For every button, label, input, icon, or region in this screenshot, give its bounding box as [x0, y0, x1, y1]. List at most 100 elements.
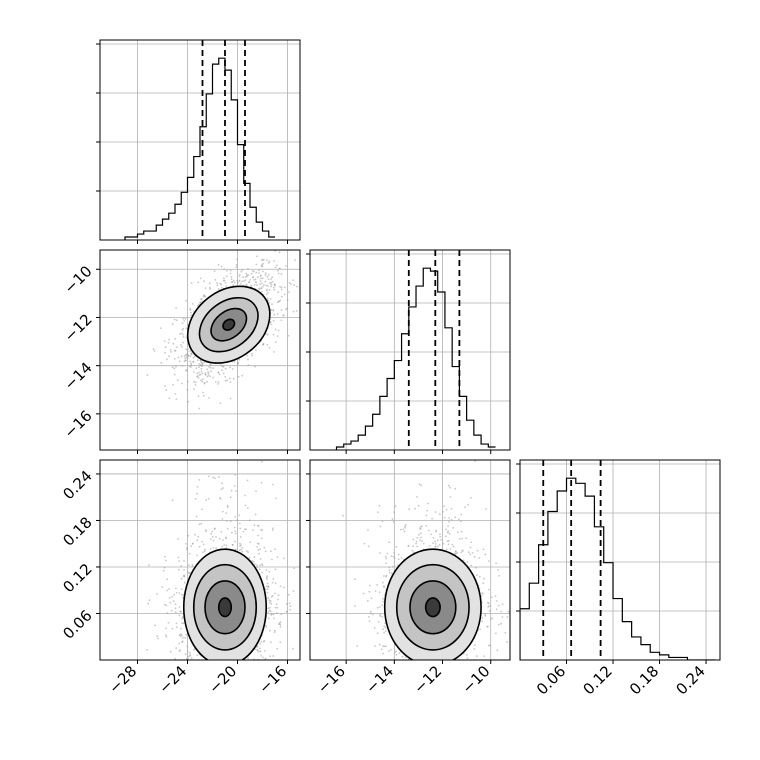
- panel-inner-1: [100, 460, 300, 732]
- sample-point: [266, 588, 269, 591]
- sample-point: [190, 282, 193, 284]
- sample-point: [370, 597, 373, 600]
- sample-point: [250, 272, 253, 275]
- sample-point: [195, 515, 198, 518]
- sample-point: [197, 359, 199, 362]
- sample-point: [419, 539, 421, 541]
- sample-point: [425, 664, 427, 666]
- sample-point: [475, 566, 477, 569]
- sample-point: [253, 524, 256, 527]
- sample-point: [186, 352, 189, 355]
- sample-point: [226, 506, 229, 509]
- sample-point: [449, 690, 451, 692]
- xtick-label-2-2: −12: [410, 662, 445, 697]
- sample-point: [199, 359, 202, 362]
- sample-point: [196, 492, 199, 495]
- sample-point: [209, 548, 212, 550]
- sample-point: [482, 582, 484, 584]
- sample-point: [174, 337, 177, 340]
- sample-point: [388, 571, 391, 574]
- ytick-label-1-3: 0.24: [59, 467, 95, 503]
- sample-point: [224, 367, 227, 370]
- sample-point: [194, 533, 196, 536]
- sample-point: [427, 502, 429, 505]
- sample-point: [393, 552, 395, 554]
- sample-point: [156, 593, 159, 595]
- sample-point: [442, 510, 444, 513]
- sample-point: [431, 517, 433, 520]
- sample-point: [410, 710, 412, 712]
- sample-point: [276, 313, 279, 315]
- sample-point: [247, 358, 249, 361]
- sample-point: [507, 703, 509, 705]
- sample-point: [212, 367, 215, 369]
- sample-point: [200, 683, 202, 685]
- contour-1-1: [192, 563, 258, 651]
- sample-point: [271, 280, 274, 283]
- sample-point: [395, 667, 397, 669]
- sample-point: [425, 514, 428, 517]
- sample-point: [440, 539, 442, 541]
- sample-point: [416, 748, 418, 750]
- sample-point: [459, 711, 461, 713]
- sample-point: [419, 528, 422, 530]
- sample-point: [275, 497, 277, 500]
- contour-2-2: [409, 580, 457, 635]
- sample-point: [211, 530, 214, 533]
- sample-point: [214, 278, 217, 281]
- sample-point: [221, 369, 223, 372]
- sample-point: [473, 648, 476, 650]
- sample-point: [255, 349, 257, 351]
- sample-point: [438, 513, 441, 515]
- sample-point: [254, 513, 257, 516]
- sample-point: [440, 661, 442, 663]
- sample-point: [271, 594, 274, 597]
- sample-point: [452, 679, 454, 681]
- sample-point: [171, 323, 174, 326]
- sample-point: [198, 303, 200, 306]
- sample-point: [239, 545, 241, 547]
- sample-point: [354, 605, 356, 607]
- panel-frame-0: [99, 249, 301, 451]
- sample-point: [189, 309, 192, 311]
- sample-point: [218, 373, 221, 376]
- sample-point: [230, 686, 232, 688]
- sample-point: [214, 527, 217, 530]
- sample-point: [209, 366, 212, 369]
- sample-point: [402, 726, 404, 728]
- sample-point: [476, 574, 478, 576]
- sample-point: [192, 361, 194, 363]
- sample-point: [221, 517, 224, 520]
- sample-point: [244, 276, 247, 278]
- sample-point: [448, 517, 450, 519]
- sample-point: [233, 526, 236, 529]
- sample-point: [260, 287, 263, 289]
- sample-point: [207, 730, 209, 732]
- density-fill-0-3: [223, 319, 235, 331]
- sample-point: [175, 365, 177, 368]
- diag-hist-0: [124, 57, 275, 240]
- sample-point: [175, 319, 178, 322]
- sample-point: [196, 554, 199, 557]
- sample-point: [261, 282, 263, 285]
- sample-point: [233, 281, 236, 284]
- sample-point: [229, 520, 232, 523]
- sample-point: [420, 705, 422, 707]
- sample-point: [495, 562, 497, 565]
- sample-point: [215, 536, 217, 538]
- sample-point: [224, 379, 227, 382]
- sample-point: [199, 301, 202, 304]
- sample-point: [451, 543, 454, 546]
- sample-point: [458, 538, 461, 540]
- sample-point: [207, 497, 210, 500]
- sample-point: [372, 613, 374, 616]
- sample-point: [272, 309, 275, 312]
- sample-point: [214, 477, 216, 480]
- sample-point: [240, 548, 243, 551]
- sample-point: [397, 553, 400, 556]
- sample-point: [164, 555, 166, 558]
- sample-point: [235, 266, 238, 268]
- sample-point: [224, 281, 227, 284]
- sample-point: [231, 543, 234, 546]
- sample-point: [488, 610, 491, 612]
